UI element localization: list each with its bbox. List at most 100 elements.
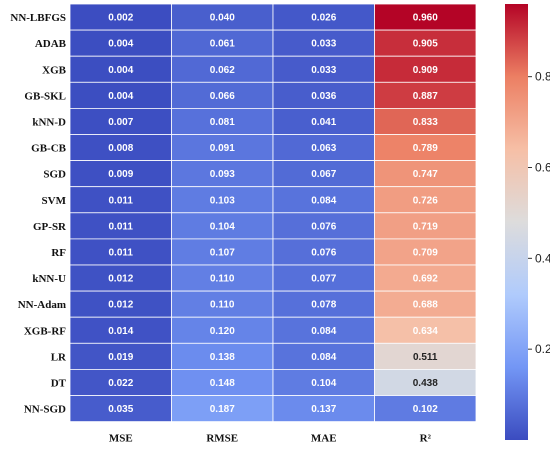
cell-value-label: 0.511 xyxy=(413,352,438,363)
cell-value-label: 0.138 xyxy=(210,352,235,363)
heatmap-cell xyxy=(171,134,274,162)
column-label: R² xyxy=(420,433,432,445)
heatmap-cell xyxy=(69,186,172,214)
row-label: NN-SGD xyxy=(24,404,66,416)
row-label: GB-SKL xyxy=(24,90,66,102)
cell-value-label: 0.091 xyxy=(210,143,235,154)
heatmap-cell xyxy=(374,395,477,423)
cell-value-label: 0.041 xyxy=(311,117,336,128)
cell-value-label: 0.077 xyxy=(311,274,336,285)
cell-value-label: 0.102 xyxy=(413,404,438,415)
heatmap-cell xyxy=(69,290,172,318)
cell-value-label: 0.084 xyxy=(311,326,336,337)
cell-value-label: 0.905 xyxy=(413,39,438,50)
cell-value-label: 0.110 xyxy=(210,274,235,285)
heatmap-cell xyxy=(272,3,375,31)
cell-value-label: 0.833 xyxy=(413,117,438,128)
cell-value-label: 0.022 xyxy=(108,378,133,389)
heatmap-cell xyxy=(69,3,172,31)
row-label: XGB-RF xyxy=(24,325,66,337)
cell-value-label: 0.692 xyxy=(413,274,438,285)
heatmap-cell xyxy=(272,368,375,396)
cell-value-label: 0.026 xyxy=(311,13,336,24)
row-label: GB-CB xyxy=(31,143,67,155)
heatmap-cell xyxy=(69,160,172,188)
cell-value-label: 0.004 xyxy=(108,39,133,50)
cell-value-label: 0.634 xyxy=(413,326,438,337)
heatmap-cell xyxy=(171,108,274,135)
cell-value-label: 0.719 xyxy=(413,221,438,232)
column-label: RMSE xyxy=(206,433,238,445)
cell-value-label: 0.709 xyxy=(413,247,438,258)
cell-value-label: 0.011 xyxy=(109,247,134,258)
cell-value-label: 0.137 xyxy=(311,404,336,415)
heatmap-cell xyxy=(171,81,274,109)
cell-value-label: 0.187 xyxy=(210,404,235,415)
row-label: NN-LBFGS xyxy=(10,12,66,24)
row-label: SVM xyxy=(42,195,67,207)
row-label: DT xyxy=(51,377,67,389)
heatmap-cell xyxy=(272,160,375,188)
heatmap-cell xyxy=(374,3,477,31)
cell-value-label: 0.909 xyxy=(413,65,438,76)
cell-value-label: 0.009 xyxy=(108,169,133,180)
heatmap-cell xyxy=(171,3,274,31)
heatmap-cell xyxy=(272,264,375,292)
heatmap-cell xyxy=(69,342,172,370)
cell-value-label: 0.014 xyxy=(108,326,133,337)
cell-value-label: 0.011 xyxy=(109,195,134,206)
heatmap-cell xyxy=(272,238,375,266)
row-label: LR xyxy=(51,351,67,363)
cell-value-label: 0.726 xyxy=(413,195,438,206)
cell-value-label: 0.078 xyxy=(311,300,336,311)
cell-value-label: 0.040 xyxy=(210,13,235,24)
cell-value-label: 0.008 xyxy=(108,143,133,154)
heatmap-cell xyxy=(171,55,274,83)
colorbar-ticks: 0.2 0.4 0.6 0.8 xyxy=(528,70,550,356)
heatmap-cell xyxy=(171,316,274,344)
cell-value-label: 0.033 xyxy=(311,39,336,50)
cell-value-label: 0.076 xyxy=(311,247,336,258)
heatmap-cell xyxy=(171,342,274,370)
cell-value-label: 0.036 xyxy=(311,91,336,102)
cell-value-label: 0.438 xyxy=(413,378,438,389)
heatmap-cell xyxy=(272,134,375,162)
colorbar-tick-label: 0.8 xyxy=(535,70,550,84)
cell-value-label: 0.033 xyxy=(311,65,336,76)
cell-value-label: 0.076 xyxy=(311,221,336,232)
cell-value-label: 0.148 xyxy=(210,378,235,389)
heatmap-cell xyxy=(374,342,477,370)
cell-value-label: 0.103 xyxy=(210,195,235,206)
column-label: MSE xyxy=(109,433,133,445)
heatmap-cell xyxy=(272,316,375,344)
cell-value-label: 0.107 xyxy=(210,247,235,258)
heatmap-cell xyxy=(171,290,274,318)
cell-value-label: 0.061 xyxy=(210,39,235,50)
heatmap-cell xyxy=(272,342,375,370)
colorbar-tick-label: 0.2 xyxy=(535,342,550,356)
heatmap-cell xyxy=(171,29,274,57)
cell-value-label: 0.004 xyxy=(108,91,133,102)
row-label: NN-Adam xyxy=(18,299,66,311)
cell-value-label: 0.120 xyxy=(210,326,235,337)
cell-value-label: 0.011 xyxy=(109,221,134,232)
colorbar xyxy=(505,4,528,440)
cell-value-label: 0.084 xyxy=(311,352,336,363)
cell-value-label: 0.007 xyxy=(108,117,133,128)
row-label: XGB xyxy=(42,64,67,76)
row-labels: NN-LBFGS ADAB XGB GB-SKL kNN-D GB-CB SGD SVM GP-… xyxy=(10,12,67,416)
heatmap-cell xyxy=(272,186,375,214)
cell-value-label: 0.747 xyxy=(413,169,438,180)
cell-value-label: 0.012 xyxy=(108,300,133,311)
cell-value-label: 0.063 xyxy=(311,143,336,154)
heatmap-cell xyxy=(272,290,375,318)
heatmap-cell xyxy=(69,395,172,423)
heatmap-cell xyxy=(69,238,172,266)
heatmap-cell xyxy=(171,395,274,423)
colorbar-tick-label: 0.4 xyxy=(535,251,550,265)
heatmap-cell xyxy=(374,290,477,318)
heatmap-cells: 0.002 0.040 0.026 0.960 0.004 0.061 0.033 0.905… xyxy=(69,3,477,423)
row-label: SGD xyxy=(43,169,66,181)
row-label: ADAB xyxy=(35,38,67,50)
row-label: kNN-U xyxy=(32,273,66,285)
